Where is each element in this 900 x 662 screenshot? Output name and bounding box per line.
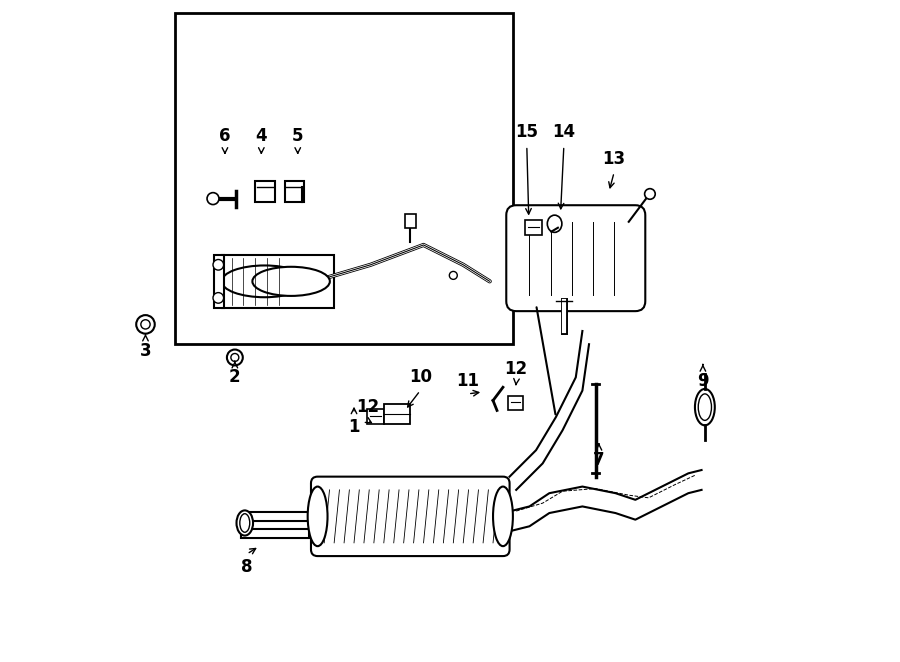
Bar [213,255,223,308]
Bar [526,220,542,235]
Text: 13: 13 [603,150,625,168]
Circle shape [207,193,219,205]
Text: 14: 14 [553,123,575,142]
Text: 1: 1 [348,418,360,436]
Bar [221,255,334,308]
Circle shape [213,293,223,303]
Ellipse shape [308,487,328,546]
Ellipse shape [221,265,308,297]
Ellipse shape [493,487,513,546]
Ellipse shape [695,389,715,426]
Circle shape [644,189,655,199]
Circle shape [449,271,457,279]
FancyBboxPatch shape [507,205,645,311]
Ellipse shape [252,267,329,296]
Bar [176,13,513,344]
Text: 10: 10 [409,368,432,387]
Text: 12: 12 [356,398,379,416]
Text: 4: 4 [256,126,267,145]
Text: 6: 6 [220,126,230,145]
Ellipse shape [547,215,562,232]
Circle shape [136,315,155,334]
Bar [383,404,410,424]
FancyBboxPatch shape [311,477,509,556]
Text: 9: 9 [698,371,708,390]
Bar [284,181,304,202]
Text: 11: 11 [456,371,480,390]
Bar [508,396,523,410]
Circle shape [227,350,243,365]
Bar [367,409,383,424]
Text: 3: 3 [140,342,151,360]
Ellipse shape [698,394,712,420]
Bar [255,181,274,202]
Text: 7: 7 [593,451,605,469]
Circle shape [231,354,239,361]
Ellipse shape [239,514,249,532]
Text: 12: 12 [505,359,527,378]
Text: 5: 5 [292,126,303,145]
Text: 15: 15 [516,123,538,142]
Ellipse shape [237,510,253,536]
Text: 8: 8 [241,558,253,577]
Bar [405,214,416,228]
Text: 2: 2 [229,368,240,387]
Circle shape [213,260,223,270]
Circle shape [140,320,150,329]
